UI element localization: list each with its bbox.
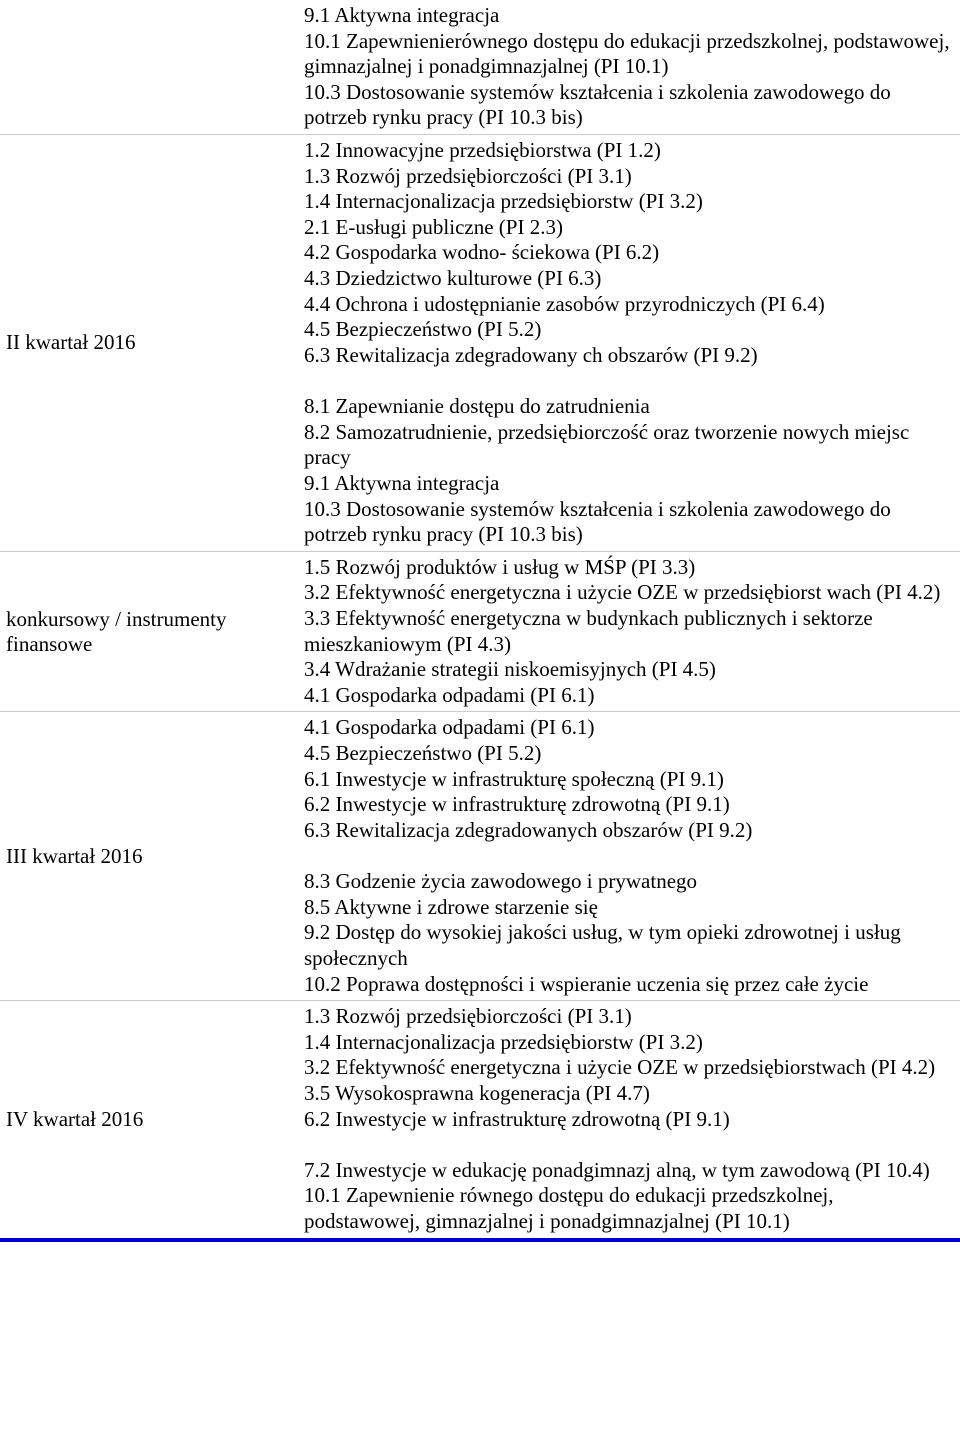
content-line: 4.5 Bezpieczeństwo (PI 5.2) bbox=[304, 317, 954, 343]
content-line: 10.3 Dostosowanie systemów kształcenia i… bbox=[304, 80, 954, 131]
content-line: 1.3 Rozwój przedsiębiorczości (PI 3.1) bbox=[304, 1004, 954, 1030]
content-line: 10.3 Dostosowanie systemów kształcenia i… bbox=[304, 497, 954, 548]
period-label: IV kwartał 2016 bbox=[0, 1001, 300, 1240]
content-line: 3.2 Efektywność energetyczna i użycie OZ… bbox=[304, 580, 954, 606]
content-line: 3.4 Wdrażanie strategii niskoemisyjnych … bbox=[304, 657, 954, 683]
content-line: 9.1 Aktywna integracja bbox=[304, 3, 954, 29]
period-label bbox=[0, 0, 300, 135]
period-label: konkursowy / instrumenty finansowe bbox=[0, 551, 300, 712]
content-line: 4.5 Bezpieczeństwo (PI 5.2) bbox=[304, 741, 954, 767]
content-line: 8.3 Godzenie życia zawodowego i prywatne… bbox=[304, 869, 954, 895]
block-separator bbox=[304, 369, 954, 395]
content-line: 1.4 Internacjonalizacja przedsiębiorstw … bbox=[304, 189, 954, 215]
content-line: 10.1 Zapewnienierównego dostępu do eduka… bbox=[304, 29, 954, 80]
content-cell: 1.5 Rozwój produktów i usług w MŚP (PI 3… bbox=[300, 551, 960, 712]
content-line: 2.1 E-usługi publiczne (PI 2.3) bbox=[304, 215, 954, 241]
content-line: 8.2 Samozatrudnienie, przedsiębiorczość … bbox=[304, 420, 954, 471]
content-cell: 9.1 Aktywna integracja10.1 Zapewnienieró… bbox=[300, 0, 960, 135]
content-line: 1.4 Internacjonalizacja przedsiębiorstw … bbox=[304, 1030, 954, 1056]
content-line: 8.5 Aktywne i zdrowe starzenie się bbox=[304, 895, 954, 921]
content-line: 9.2 Dostęp do wysokiej jakości usług, w … bbox=[304, 920, 954, 971]
content-line: 3.2 Efektywność energetyczna i użycie OZ… bbox=[304, 1055, 954, 1081]
content-line: 8.1 Zapewnianie dostępu do zatrudnienia bbox=[304, 394, 954, 420]
content-line: 4.4 Ochrona i udostępnianie zasobów przy… bbox=[304, 292, 954, 318]
content-line: 4.1 Gospodarka odpadami (PI 6.1) bbox=[304, 683, 954, 709]
content-line: 1.5 Rozwój produktów i usług w MŚP (PI 3… bbox=[304, 555, 954, 581]
content-cell: 4.1 Gospodarka odpadami (PI 6.1)4.5 Bezp… bbox=[300, 712, 960, 1001]
content-line: 6.3 Rewitalizacja zdegradowany ch obszar… bbox=[304, 343, 954, 369]
content-line: 6.3 Rewitalizacja zdegradowanych obszaró… bbox=[304, 818, 954, 844]
block-separator bbox=[304, 1132, 954, 1158]
content-line: 10.1 Zapewnienie równego dostępu do eduk… bbox=[304, 1183, 954, 1234]
content-line: 3.5 Wysokosprawna kogeneracja (PI 4.7) bbox=[304, 1081, 954, 1107]
content-line: 6.2 Inwestycje w infrastrukturę zdrowotn… bbox=[304, 1107, 954, 1133]
content-line: 4.1 Gospodarka odpadami (PI 6.1) bbox=[304, 715, 954, 741]
content-line: 4.2 Gospodarka wodno- ściekowa (PI 6.2) bbox=[304, 240, 954, 266]
table-row: konkursowy / instrumenty finansowe1.5 Ro… bbox=[0, 551, 960, 712]
content-line: 4.3 Dziedzictwo kulturowe (PI 6.3) bbox=[304, 266, 954, 292]
table-row: 9.1 Aktywna integracja10.1 Zapewnienieró… bbox=[0, 0, 960, 135]
table-row: II kwartał 20161.2 Innowacyjne przedsięb… bbox=[0, 135, 960, 552]
table-row: III kwartał 20164.1 Gospodarka odpadami … bbox=[0, 712, 960, 1001]
content-cell: 1.2 Innowacyjne przedsiębiorstwa (PI 1.2… bbox=[300, 135, 960, 552]
content-line: 1.2 Innowacyjne przedsiębiorstwa (PI 1.2… bbox=[304, 138, 954, 164]
content-line: 10.2 Poprawa dostępności i wspieranie uc… bbox=[304, 972, 954, 998]
content-line: 3.3 Efektywność energetyczna w budynkach… bbox=[304, 606, 954, 657]
content-line: 9.1 Aktywna integracja bbox=[304, 471, 954, 497]
block-separator bbox=[304, 844, 954, 870]
content-cell: 1.3 Rozwój przedsiębiorczości (PI 3.1)1.… bbox=[300, 1001, 960, 1240]
period-label: III kwartał 2016 bbox=[0, 712, 300, 1001]
content-line: 7.2 Inwestycje w edukację ponadgimnazj a… bbox=[304, 1158, 954, 1184]
content-line: 1.3 Rozwój przedsiębiorczości (PI 3.1) bbox=[304, 164, 954, 190]
content-line: 6.2 Inwestycje w infrastrukturę zdrowotn… bbox=[304, 792, 954, 818]
period-label: II kwartał 2016 bbox=[0, 135, 300, 552]
schedule-table: 9.1 Aktywna integracja10.1 Zapewnienieró… bbox=[0, 0, 960, 1242]
table-row: IV kwartał 20161.3 Rozwój przedsiębiorcz… bbox=[0, 1001, 960, 1240]
content-line: 6.1 Inwestycje w infrastrukturę społeczn… bbox=[304, 767, 954, 793]
